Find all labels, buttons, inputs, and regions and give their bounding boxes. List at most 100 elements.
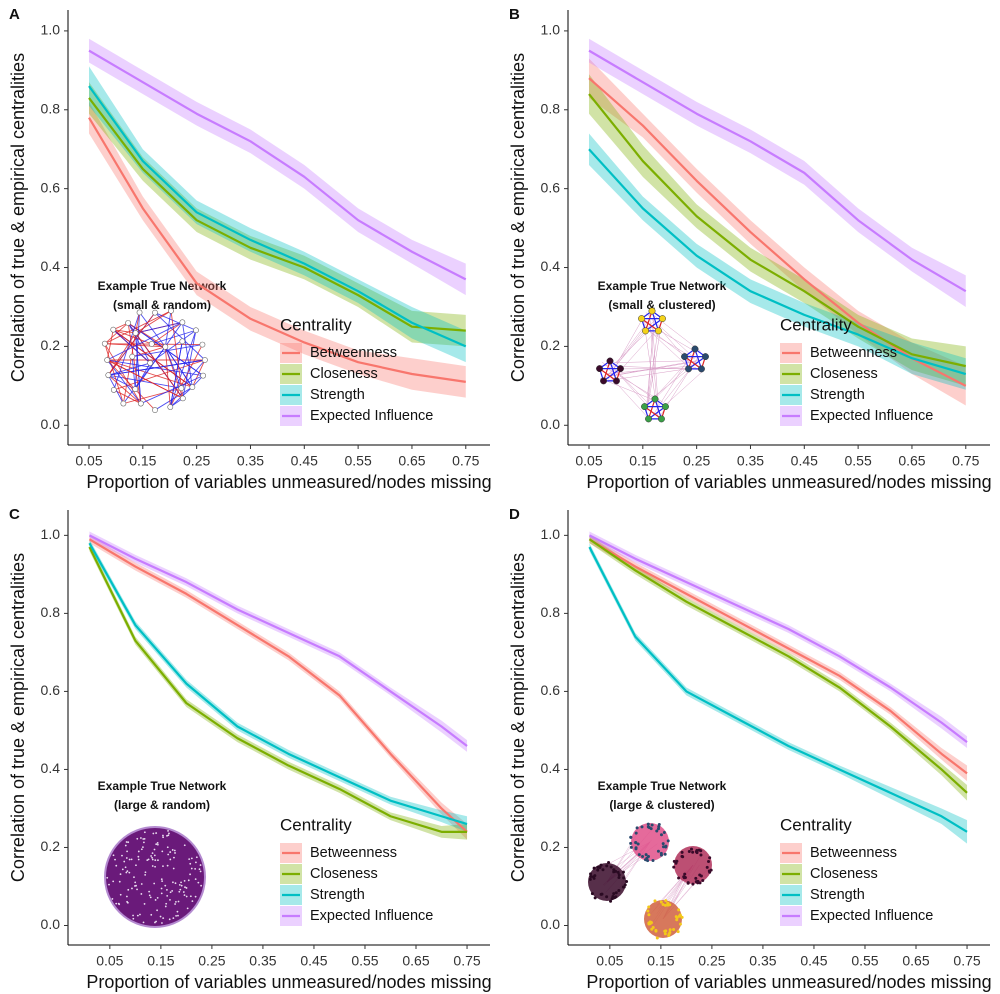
network-graphic [666, 839, 670, 843]
network-graphic [173, 849, 176, 852]
network-graphic [634, 831, 638, 835]
network-graphic [118, 903, 121, 906]
network-graphic [194, 878, 197, 881]
network-graphic [193, 327, 199, 334]
network-graphic [153, 848, 156, 851]
network-graphic [684, 356, 702, 370]
network-graphic [151, 852, 154, 854]
network-graphic [179, 888, 182, 891]
network-graphic [647, 913, 651, 917]
network-graphic [142, 921, 145, 924]
network-graphic [104, 322, 129, 345]
network-graphic [154, 859, 157, 862]
legend-label: Strength [810, 387, 865, 403]
network-graphic [683, 876, 687, 880]
network-graphic [104, 357, 111, 363]
network-graphic [646, 825, 650, 829]
network-graphic [600, 892, 604, 896]
x-tick-label: 0.75 [952, 453, 979, 469]
network-graphic [698, 881, 702, 885]
network-graphic [152, 832, 155, 835]
network-graphic [656, 849, 660, 853]
network-graphic [644, 406, 662, 420]
network-graphic [613, 377, 620, 385]
network-graphic [150, 913, 153, 916]
network-graphic [113, 329, 193, 388]
x-tick-label: 0.25 [183, 453, 210, 469]
network-graphic [606, 357, 614, 365]
x-tick-label: 0.55 [351, 953, 378, 969]
network-graphic [602, 360, 611, 382]
network-graphic [691, 345, 699, 353]
network-graphic [600, 377, 607, 385]
series-line [588, 534, 968, 744]
legend-title: Centrality [280, 315, 352, 334]
network-graphic [151, 858, 154, 861]
x-tick-label: 0.35 [249, 953, 276, 969]
network-graphic [680, 854, 684, 858]
x-tick-label: 0.35 [737, 453, 764, 469]
series-line [88, 117, 466, 383]
network-graphic [127, 322, 142, 404]
network-graphic [668, 928, 672, 932]
legend-title: Centrality [280, 815, 352, 834]
network-graphic [650, 927, 654, 931]
x-tick-label: 0.25 [198, 953, 225, 969]
network-graphic [142, 846, 144, 849]
network-graphic [131, 887, 133, 890]
inset-subtitle: (large & random) [114, 798, 210, 812]
network-graphic [149, 896, 152, 899]
panel-label: A [9, 6, 20, 23]
network-graphic [661, 842, 665, 846]
network-graphic [593, 896, 597, 900]
network-graphic [658, 415, 665, 423]
network-graphic [675, 859, 679, 863]
network-graphic [590, 892, 594, 896]
network-graphic [132, 330, 139, 336]
network-graphic [605, 864, 609, 868]
network-graphic [683, 872, 687, 876]
network-graphic [161, 850, 164, 853]
network-graphic [664, 899, 668, 903]
network-graphic [177, 914, 179, 917]
network-graphic [104, 343, 142, 404]
x-tick-label: 0.55 [851, 953, 878, 969]
network-graphic [144, 873, 147, 876]
y-tick-label: 0.2 [541, 838, 561, 854]
x-axis-label: Proportion of variables unmeasured/nodes… [86, 472, 491, 492]
y-tick-label: 0.8 [541, 604, 561, 620]
y-tick-label: 1.0 [541, 526, 561, 542]
network-graphic [137, 855, 140, 858]
series-line [88, 49, 467, 281]
legend-title: Centrality [780, 315, 852, 334]
network-graphic [649, 352, 697, 403]
network-graphic [162, 917, 165, 919]
legend-label: Expected Influence [810, 908, 933, 924]
network-graphic [634, 846, 638, 850]
legend-label: Betweenness [310, 845, 397, 861]
network-graphic [189, 862, 192, 865]
network-graphic [189, 384, 196, 391]
network-graphic [596, 865, 600, 869]
network-graphic [119, 893, 122, 896]
y-axis-label: Correlation of true & empirical centrali… [8, 553, 28, 882]
network-graphic [115, 902, 118, 905]
network-graphic [113, 329, 152, 345]
network-graphic [644, 853, 648, 857]
network-graphic [614, 869, 618, 873]
network-graphic [686, 881, 690, 885]
network-graphic [110, 326, 117, 333]
confidence-band [589, 531, 968, 748]
network-graphic [107, 374, 142, 404]
network-graphic [160, 892, 163, 895]
inset-subtitle: (large & clustered) [609, 798, 714, 812]
network-graphic [179, 395, 186, 402]
network-graphic [167, 834, 170, 837]
y-tick-label: 0.8 [41, 100, 61, 116]
network-graphic [130, 858, 133, 861]
x-tick-label: 0.65 [398, 453, 425, 469]
network-graphic [155, 843, 158, 846]
network-graphic [664, 929, 668, 933]
y-tick-label: 1.0 [41, 22, 61, 38]
network-graphic [199, 341, 206, 348]
